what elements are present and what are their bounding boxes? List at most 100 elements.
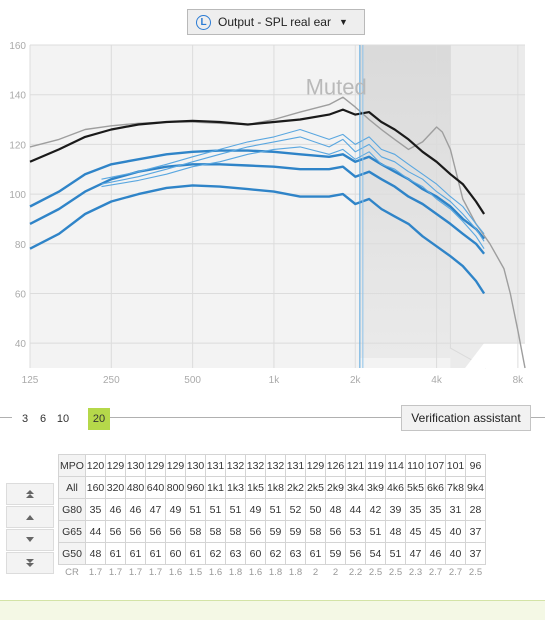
row-header[interactable]: G65 [58, 520, 86, 543]
table-cell[interactable]: 58 [225, 520, 246, 543]
table-cell[interactable]: 51 [185, 498, 206, 521]
table-cell[interactable]: 61 [185, 542, 206, 565]
table-cell[interactable]: 35 [405, 498, 426, 521]
table-cell[interactable]: 129 [165, 454, 186, 477]
decrease-gain-button[interactable] [6, 529, 54, 551]
table-cell[interactable]: 6k6 [425, 476, 446, 499]
table-cell[interactable]: 56 [125, 520, 146, 543]
table-cell[interactable]: 44 [345, 498, 366, 521]
table-cell[interactable]: 47 [405, 542, 426, 565]
table-cell[interactable]: 129 [305, 454, 326, 477]
table-cell[interactable]: 46 [425, 542, 446, 565]
table-cell[interactable]: 480 [125, 476, 146, 499]
table-cell[interactable]: 61 [125, 542, 146, 565]
table-cell[interactable]: 48 [325, 498, 346, 521]
table-cell[interactable]: 114 [385, 454, 406, 477]
table-cell[interactable]: 51 [385, 542, 406, 565]
table-cell[interactable]: 51 [205, 498, 226, 521]
table-cell[interactable]: 63 [285, 542, 306, 565]
table-cell[interactable]: 2k9 [325, 476, 346, 499]
table-cell[interactable]: 53 [345, 520, 366, 543]
table-cell[interactable]: 61 [145, 542, 166, 565]
table-cell[interactable]: 45 [425, 520, 446, 543]
table-cell[interactable]: 58 [205, 520, 226, 543]
table-cell[interactable]: 49 [245, 498, 266, 521]
table-cell[interactable]: 1k5 [245, 476, 266, 499]
table-cell[interactable]: 126 [325, 454, 346, 477]
table-cell[interactable]: 121 [345, 454, 366, 477]
table-cell[interactable]: 52 [285, 498, 306, 521]
table-cell[interactable]: 46 [125, 498, 146, 521]
table-cell[interactable]: 48 [385, 520, 406, 543]
table-cell[interactable]: 56 [165, 520, 186, 543]
table-cell[interactable]: 320 [105, 476, 126, 499]
table-cell[interactable]: 9k4 [465, 476, 486, 499]
output-mode-dropdown[interactable]: L Output - SPL real ear ▼ [187, 9, 365, 35]
table-cell[interactable]: 107 [425, 454, 446, 477]
table-cell[interactable]: 5k5 [405, 476, 426, 499]
table-cell[interactable]: 49 [165, 498, 186, 521]
table-cell[interactable]: 129 [145, 454, 166, 477]
table-cell[interactable]: 51 [225, 498, 246, 521]
table-cell[interactable]: 132 [265, 454, 286, 477]
table-cell[interactable]: 2k5 [305, 476, 326, 499]
rate-6-button[interactable]: 6 [39, 413, 47, 425]
table-cell[interactable]: 54 [365, 542, 386, 565]
table-cell[interactable]: 800 [165, 476, 186, 499]
table-cell[interactable]: 59 [285, 520, 306, 543]
table-cell[interactable]: 1k1 [205, 476, 226, 499]
table-cell[interactable]: 46 [105, 498, 126, 521]
table-cell[interactable]: 3k9 [365, 476, 386, 499]
table-cell[interactable]: 39 [385, 498, 406, 521]
table-cell[interactable]: 56 [105, 520, 126, 543]
table-cell[interactable]: 61 [105, 542, 126, 565]
table-cell[interactable]: 60 [245, 542, 266, 565]
table-cell[interactable]: 110 [405, 454, 426, 477]
row-header[interactable]: All [58, 476, 86, 499]
decrease-gain-large-button[interactable] [6, 552, 54, 574]
table-cell[interactable]: 101 [445, 454, 466, 477]
table-cell[interactable]: 35 [85, 498, 106, 521]
table-cell[interactable]: 62 [205, 542, 226, 565]
rate-3-button[interactable]: 3 [21, 413, 29, 425]
table-cell[interactable]: 44 [85, 520, 106, 543]
table-cell[interactable]: 50 [305, 498, 326, 521]
table-cell[interactable]: 59 [265, 520, 286, 543]
table-cell[interactable]: 37 [465, 542, 486, 565]
table-cell[interactable]: 47 [145, 498, 166, 521]
table-cell[interactable]: 131 [285, 454, 306, 477]
rate-20-button[interactable]: 20 [88, 408, 110, 430]
table-cell[interactable]: 130 [125, 454, 146, 477]
table-cell[interactable]: 59 [325, 542, 346, 565]
table-cell[interactable]: 4k6 [385, 476, 406, 499]
row-header[interactable]: G80 [58, 498, 86, 521]
table-cell[interactable]: 28 [465, 498, 486, 521]
table-cell[interactable]: 60 [165, 542, 186, 565]
table-cell[interactable]: 58 [305, 520, 326, 543]
table-cell[interactable]: 120 [85, 454, 106, 477]
table-cell[interactable]: 132 [225, 454, 246, 477]
table-cell[interactable]: 62 [265, 542, 286, 565]
verification-assistant-button[interactable]: Verification assistant [401, 405, 531, 431]
table-cell[interactable]: 3k4 [345, 476, 366, 499]
table-cell[interactable]: 61 [305, 542, 326, 565]
rate-10-button[interactable]: 10 [56, 413, 70, 425]
table-cell[interactable]: 960 [185, 476, 206, 499]
table-cell[interactable]: 640 [145, 476, 166, 499]
table-cell[interactable]: 56 [245, 520, 266, 543]
table-cell[interactable]: 56 [345, 542, 366, 565]
table-cell[interactable]: 1k8 [265, 476, 286, 499]
table-cell[interactable]: 42 [365, 498, 386, 521]
table-cell[interactable]: 130 [185, 454, 206, 477]
table-cell[interactable]: 51 [365, 520, 386, 543]
table-cell[interactable]: 160 [85, 476, 106, 499]
table-cell[interactable]: 56 [325, 520, 346, 543]
table-cell[interactable]: 48 [85, 542, 106, 565]
table-cell[interactable]: 2k2 [285, 476, 306, 499]
table-cell[interactable]: 1k3 [225, 476, 246, 499]
table-cell[interactable]: 131 [205, 454, 226, 477]
table-cell[interactable]: 58 [185, 520, 206, 543]
table-cell[interactable]: 40 [445, 520, 466, 543]
table-cell[interactable]: 56 [145, 520, 166, 543]
increase-gain-large-button[interactable] [6, 483, 54, 505]
